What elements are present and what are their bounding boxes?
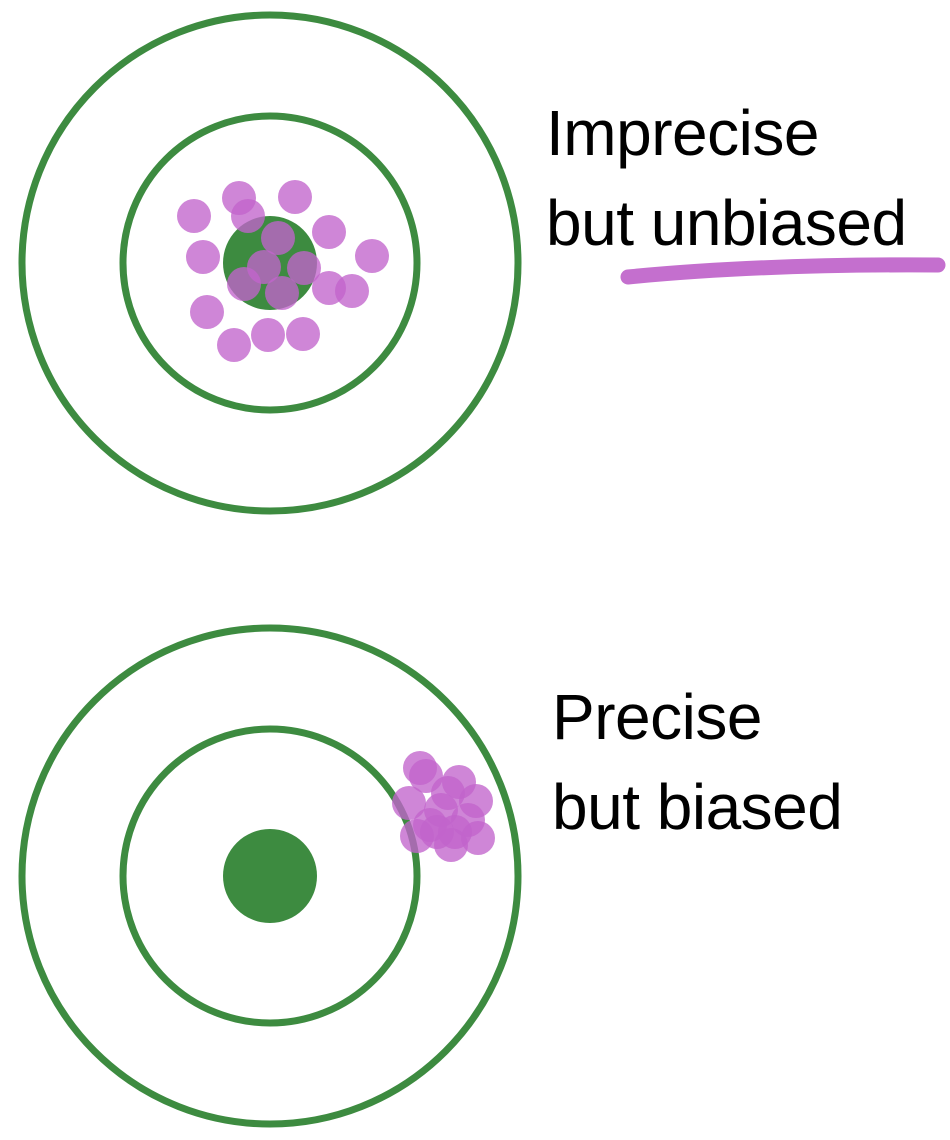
label-precise-biased: Precise but biased (552, 672, 843, 852)
shot-point (186, 240, 220, 274)
shot-point (312, 215, 346, 249)
label-line-2: but biased (552, 762, 843, 852)
shot-point (251, 318, 285, 352)
target-precise-biased (18, 624, 522, 1128)
label-emphasis: unbiased (650, 187, 907, 259)
shot-cluster-precise (392, 751, 495, 862)
shot-point (227, 267, 261, 301)
target-imprecise-unbiased (18, 11, 522, 515)
shot-point (190, 295, 224, 329)
label-prefix: but (546, 187, 651, 259)
shot-point (355, 239, 389, 273)
shot-point (217, 328, 251, 362)
shot-cluster-imprecise (177, 180, 389, 362)
shot-point (261, 221, 295, 255)
shot-point (438, 815, 472, 849)
label-imprecise-unbiased: Imprecise but unbiased (546, 88, 907, 268)
shot-point (177, 199, 211, 233)
label-prefix: but biased (552, 771, 843, 843)
shot-point (231, 199, 265, 233)
shot-point (278, 180, 312, 214)
shot-point (265, 276, 299, 310)
inner-ring (119, 112, 421, 414)
outer-ring (18, 624, 522, 1128)
bullseye (223, 829, 317, 923)
shot-point (335, 274, 369, 308)
label-line-1: Imprecise (546, 97, 819, 169)
shot-point (287, 251, 321, 285)
shot-point (392, 786, 426, 820)
label-line-2: but unbiased (546, 178, 907, 268)
outer-ring (18, 11, 522, 515)
label-line-1: Precise (552, 681, 762, 753)
unbiased-underline (620, 257, 946, 285)
inner-ring (119, 725, 421, 1027)
shot-point (286, 317, 320, 351)
